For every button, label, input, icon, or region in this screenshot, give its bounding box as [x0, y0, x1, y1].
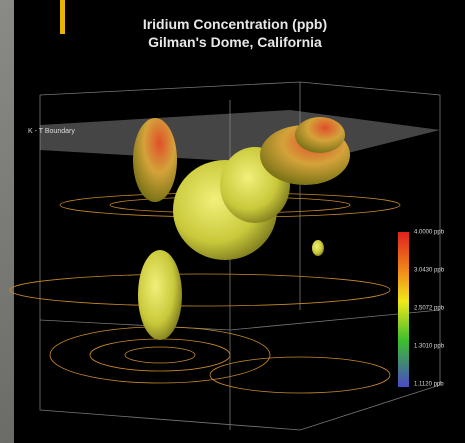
color-bar-label: 3.0430 ppb [414, 268, 445, 274]
color-bar [398, 232, 409, 387]
boundary-label: K - T Boundary [28, 128, 75, 135]
subtitle: Gilman's Dome, California [148, 34, 322, 50]
concentration-blobs [133, 117, 350, 340]
color-bar-label: 4.0000 ppb [414, 230, 445, 236]
color-bar-label: 1.1120 ppb [414, 382, 444, 388]
color-bar-label: 1.3010 ppb [414, 344, 445, 350]
title: Iridium Concentration (ppb) [143, 16, 327, 32]
accent-bar [60, 0, 65, 34]
color-bar-label: 2.5072 ppb [414, 306, 445, 312]
